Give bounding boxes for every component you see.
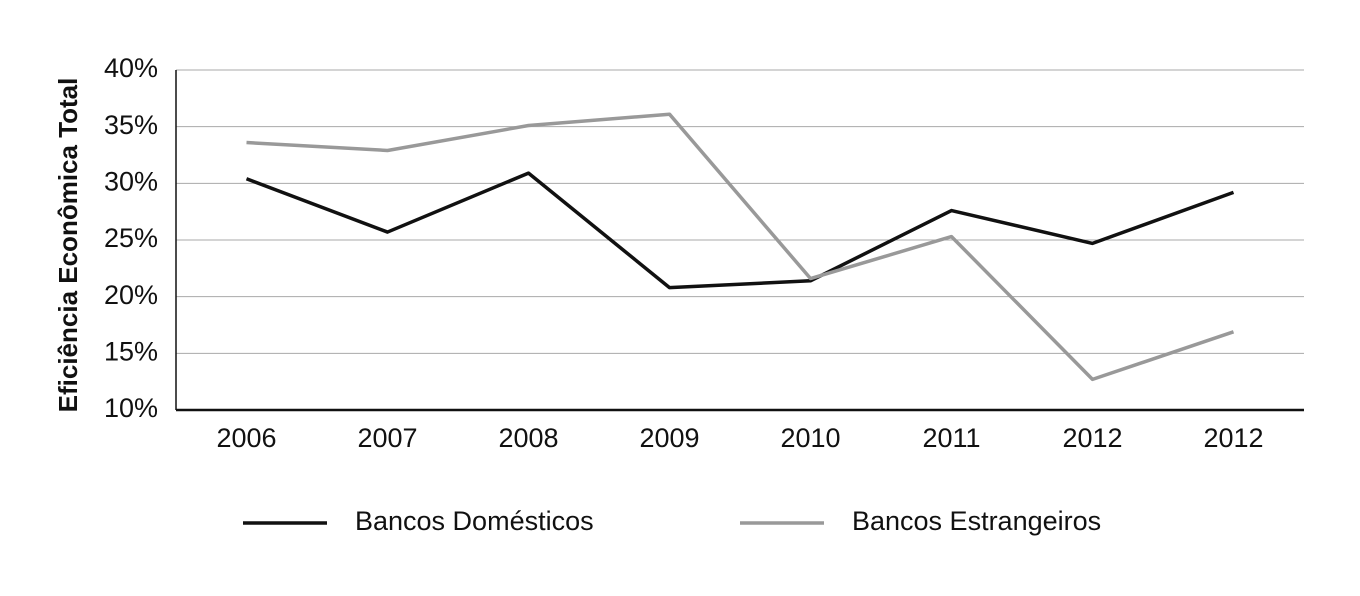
y-tick-label: 25% (104, 223, 158, 253)
y-tick-label: 10% (104, 393, 158, 423)
x-tick-label: 2010 (780, 423, 840, 453)
x-tick-label: 2012 (1062, 423, 1122, 453)
x-tick-label: 2006 (216, 423, 276, 453)
x-tick-label: 2007 (357, 423, 417, 453)
y-tick-label: 35% (104, 110, 158, 140)
legend-label: Bancos Domésticos (355, 506, 594, 536)
x-tick-label: 2011 (922, 423, 980, 453)
y-tick-label: 20% (104, 280, 158, 310)
y-tick-label: 30% (104, 166, 158, 196)
legend-label: Bancos Estrangeiros (852, 506, 1101, 536)
y-tick-label: 40% (104, 53, 158, 83)
x-tick-label: 2012 (1203, 423, 1263, 453)
line-series (245, 171, 1235, 290)
x-tick-label: 2008 (498, 423, 558, 453)
x-tick-label: 2009 (639, 423, 699, 453)
line-series (246, 112, 1235, 382)
y-tick-label: 15% (104, 336, 158, 366)
y-axis-title: Eficiência Econômica Total (53, 78, 83, 413)
